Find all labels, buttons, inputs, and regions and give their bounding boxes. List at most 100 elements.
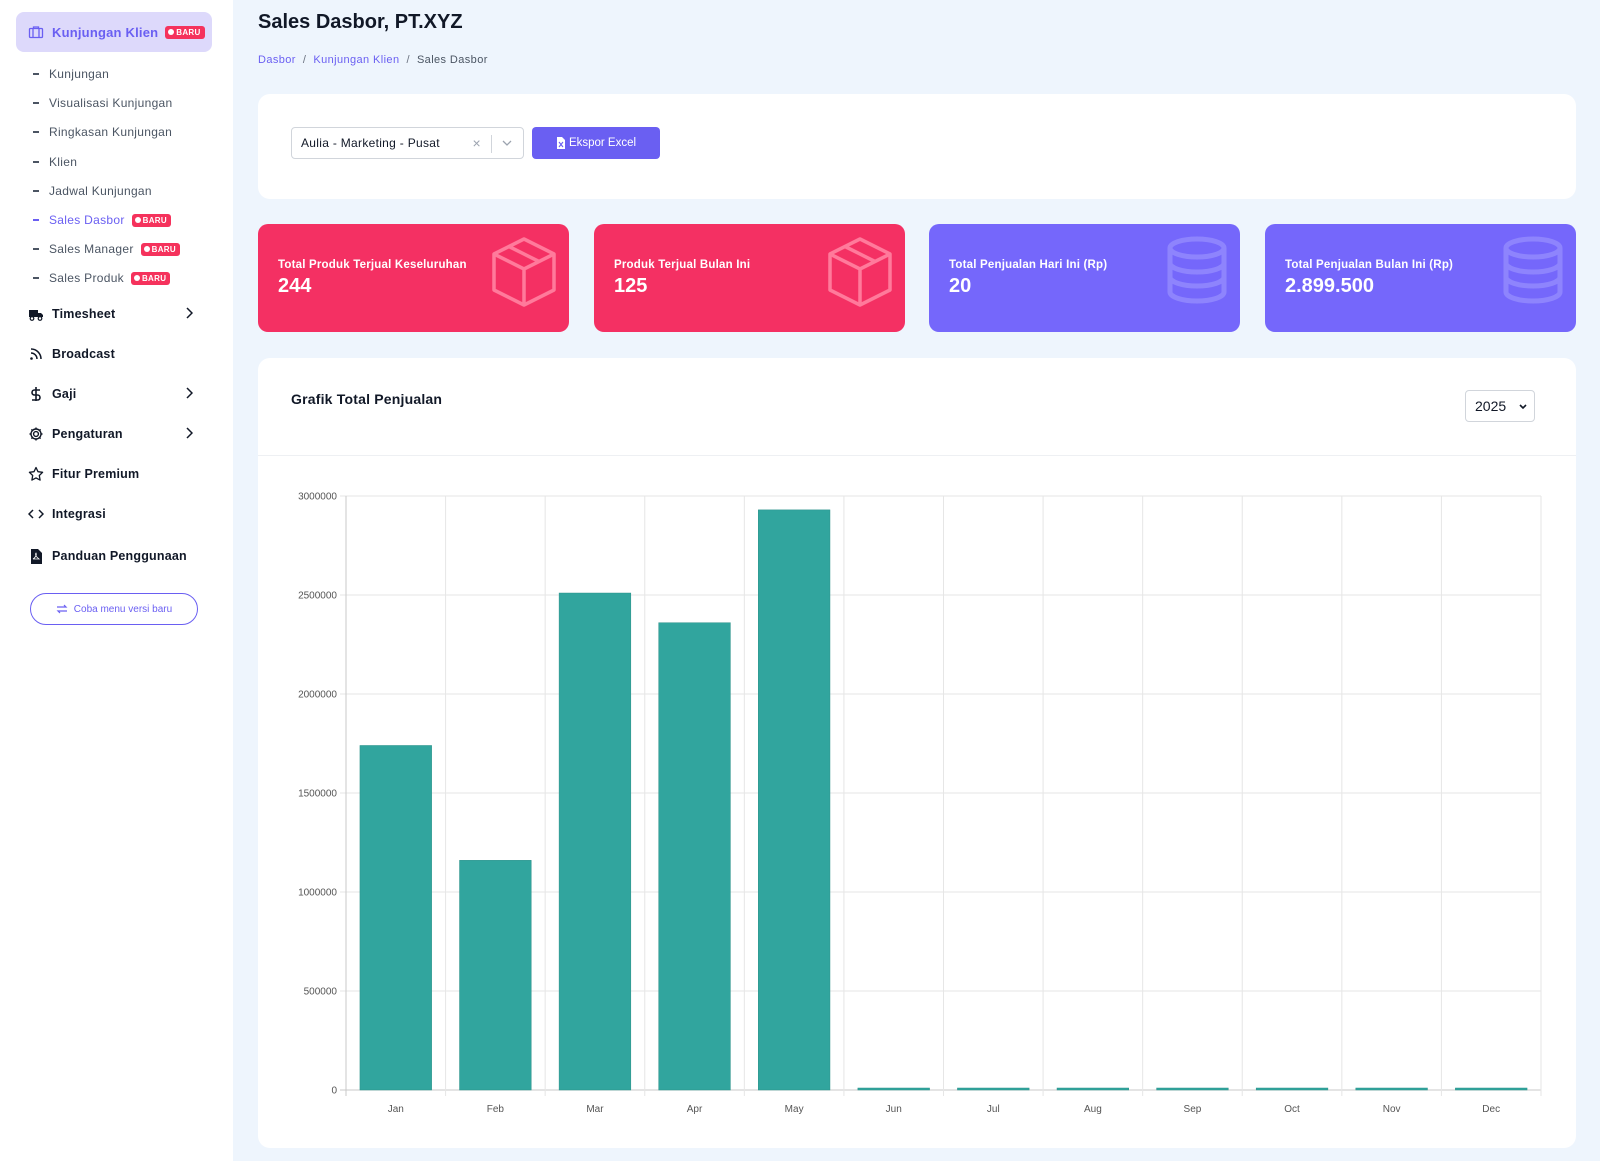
x-tick-label: Nov <box>1383 1104 1401 1115</box>
stat-label: Total Penjualan Bulan Ini (Rp) <box>1285 259 1454 271</box>
excel-file-icon <box>556 137 565 149</box>
dash-icon <box>33 131 39 133</box>
bar-aug <box>1056 1087 1129 1091</box>
stat-card-total-products: Total Produk Terjual Keseluruhan 244 <box>258 224 569 332</box>
pdf-file-icon <box>28 548 44 564</box>
page-title: Sales Dasbor, PT.XYZ <box>258 11 463 33</box>
year-select-value: 2025 <box>1475 398 1507 414</box>
y-tick-label: 2500000 <box>298 591 337 602</box>
export-excel-label: Ekspor Excel <box>568 137 637 149</box>
bar-jun <box>857 1087 930 1091</box>
y-tick-label: 1000000 <box>298 888 337 899</box>
truck-icon <box>28 306 44 322</box>
select-divider <box>491 135 492 153</box>
y-tick-label: 0 <box>331 1086 337 1097</box>
try-new-menu-button[interactable]: Coba menu versi baru <box>30 593 198 625</box>
sidebar-subitem-kunjungan[interactable]: Kunjungan <box>33 65 109 83</box>
employee-select[interactable]: Aulia - Marketing - Pusat × <box>291 127 524 159</box>
sidebar-subitem-ringkasan-kunjungan[interactable]: Ringkasan Kunjungan <box>33 123 172 141</box>
sidebar-item-broadcast[interactable]: Broadcast <box>28 343 193 365</box>
x-tick-label: Mar <box>586 1104 604 1115</box>
export-excel-button[interactable]: Ekspor Excel <box>532 127 660 159</box>
chevron-right-icon <box>185 386 194 402</box>
swap-icon <box>56 604 68 614</box>
sidebar-subitem-label: Klien <box>49 155 78 169</box>
dash-icon <box>33 248 39 250</box>
sidebar-subitem-sales-produk[interactable]: Sales Produk BARU <box>33 269 171 287</box>
sidebar-item-label: Kunjungan Klien <box>52 24 159 40</box>
bar-feb <box>459 860 532 1091</box>
bar-mar <box>558 592 632 1091</box>
new-badge: BARU <box>140 242 180 256</box>
stat-value: 20 <box>949 275 972 297</box>
database-icon <box>1167 236 1227 304</box>
bar-may <box>758 509 831 1091</box>
bar-jan <box>359 745 432 1091</box>
x-tick-label: Jan <box>388 1104 404 1115</box>
code-icon <box>28 506 44 522</box>
breadcrumb-dasbor[interactable]: Dasbor <box>258 54 296 66</box>
bar-apr <box>658 622 731 1091</box>
sales-chart-card: Grafik Total Penjualan 2025 0 500000 10000… <box>258 358 1576 1148</box>
stat-value: 125 <box>614 275 648 297</box>
bar-sep <box>1156 1087 1229 1091</box>
breadcrumb: Dasbor / Kunjungan Klien / Sales Dasbor <box>258 54 488 66</box>
bar-jul <box>957 1087 1030 1091</box>
breadcrumb-separator: / <box>302 54 307 66</box>
gear-icon <box>28 426 44 442</box>
sidebar-item-label: Integrasi <box>52 507 106 521</box>
sidebar-subitem-jadwal-kunjungan[interactable]: Jadwal Kunjungan <box>33 182 152 200</box>
stat-value: 244 <box>278 275 312 297</box>
breadcrumb-kunjungan-klien[interactable]: Kunjungan Klien <box>313 54 400 66</box>
x-tick-label: Sep <box>1184 1104 1202 1115</box>
chart-divider <box>258 455 1576 456</box>
sidebar-subitem-klien[interactable]: Klien <box>33 153 77 171</box>
sidebar-subitem-label: Kunjungan <box>49 67 110 81</box>
sidebar-item-pengaturan[interactable]: Pengaturan <box>28 423 194 445</box>
stat-label: Total Penjualan Hari Ini (Rp) <box>949 259 1108 271</box>
dash-icon <box>33 102 39 104</box>
sidebar: Kunjungan Klien BARU Kunjungan Visualisas… <box>0 0 233 1161</box>
sidebar-item-gaji[interactable]: Gaji <box>28 383 194 405</box>
sidebar-subitem-visualisasi-kunjungan[interactable]: Visualisasi Kunjungan <box>33 94 173 112</box>
chevron-right-icon <box>185 306 194 322</box>
chevron-down-icon[interactable] <box>501 137 513 149</box>
bar-dec <box>1455 1087 1528 1091</box>
sidebar-item-timesheet[interactable]: Timesheet <box>28 303 194 325</box>
sidebar-subitem-sales-manager[interactable]: Sales Manager BARU <box>33 240 180 258</box>
dash-icon <box>33 73 39 75</box>
y-tick-label: 2000000 <box>298 690 337 701</box>
chevron-down-icon <box>1519 404 1527 410</box>
x-tick-label: May <box>785 1104 804 1115</box>
year-select[interactable]: 2025 <box>1465 390 1535 422</box>
dollar-icon <box>28 386 44 402</box>
sidebar-item-fitur-premium[interactable]: Fitur Premium <box>28 463 193 485</box>
sidebar-subitem-label: Sales Manager <box>49 242 134 256</box>
sales-bar-chart: 0 500000 1000000 1500000 2000000 2500000 30000… <box>298 492 1542 1115</box>
sidebar-subitem-label: Sales Produk <box>49 271 124 285</box>
sidebar-item-label: Pengaturan <box>52 427 123 441</box>
x-tick-label: Oct <box>1284 1104 1300 1115</box>
dash-icon <box>33 219 39 221</box>
y-tick-label: 3000000 <box>298 492 337 503</box>
new-badge: BARU <box>165 25 205 39</box>
employee-select-value: Aulia - Marketing - Pusat <box>301 136 440 150</box>
sidebar-subitem-label: Ringkasan Kunjungan <box>49 125 173 139</box>
rss-icon <box>28 346 44 362</box>
clear-icon[interactable]: × <box>472 135 481 151</box>
bar-oct <box>1255 1087 1329 1091</box>
sidebar-item-kunjungan-klien[interactable]: Kunjungan Klien BARU <box>16 12 212 52</box>
star-icon <box>28 466 44 482</box>
x-tick-label: Feb <box>487 1104 505 1115</box>
sidebar-subitem-label: Sales Dasbor <box>49 213 125 227</box>
box-icon <box>492 237 556 307</box>
sidebar-item-integrasi[interactable]: Integrasi <box>28 503 193 525</box>
breadcrumb-separator: / <box>406 54 410 66</box>
sidebar-item-label: Gaji <box>52 387 77 401</box>
sidebar-item-panduan-penggunaan[interactable]: Panduan Penggunaan <box>28 545 193 567</box>
sidebar-subitem-label: Visualisasi Kunjungan <box>49 96 173 110</box>
chart-title: Grafik Total Penjualan <box>291 391 443 407</box>
sidebar-subitem-sales-dasbor[interactable]: Sales Dasbor BARU <box>33 211 171 229</box>
filter-card: Aulia - Marketing - Pusat × Ekspor Excel <box>258 94 1576 199</box>
chevron-right-icon <box>185 426 194 442</box>
